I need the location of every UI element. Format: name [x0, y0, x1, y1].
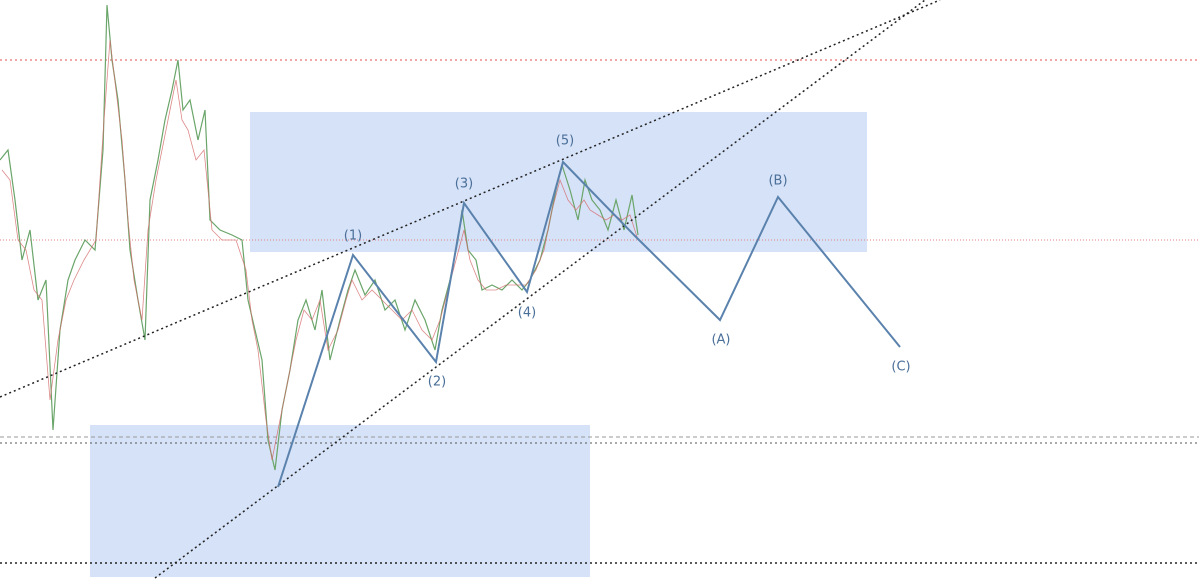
- wave-label: (1): [344, 229, 362, 244]
- wave-label: (4): [518, 306, 536, 321]
- wave-label: (2): [428, 375, 446, 390]
- wave-label: (5): [556, 134, 574, 149]
- wave-label: (B): [768, 174, 787, 189]
- price-line: [1, 39, 639, 461]
- trendline: [154, 0, 926, 579]
- wave-label: (A): [711, 333, 730, 348]
- wave-label: (C): [891, 360, 910, 375]
- support-zone: [90, 425, 590, 577]
- wave-label: (3): [455, 177, 473, 192]
- trendline: [0, 0, 941, 398]
- elliott-wave-path: [277, 160, 901, 488]
